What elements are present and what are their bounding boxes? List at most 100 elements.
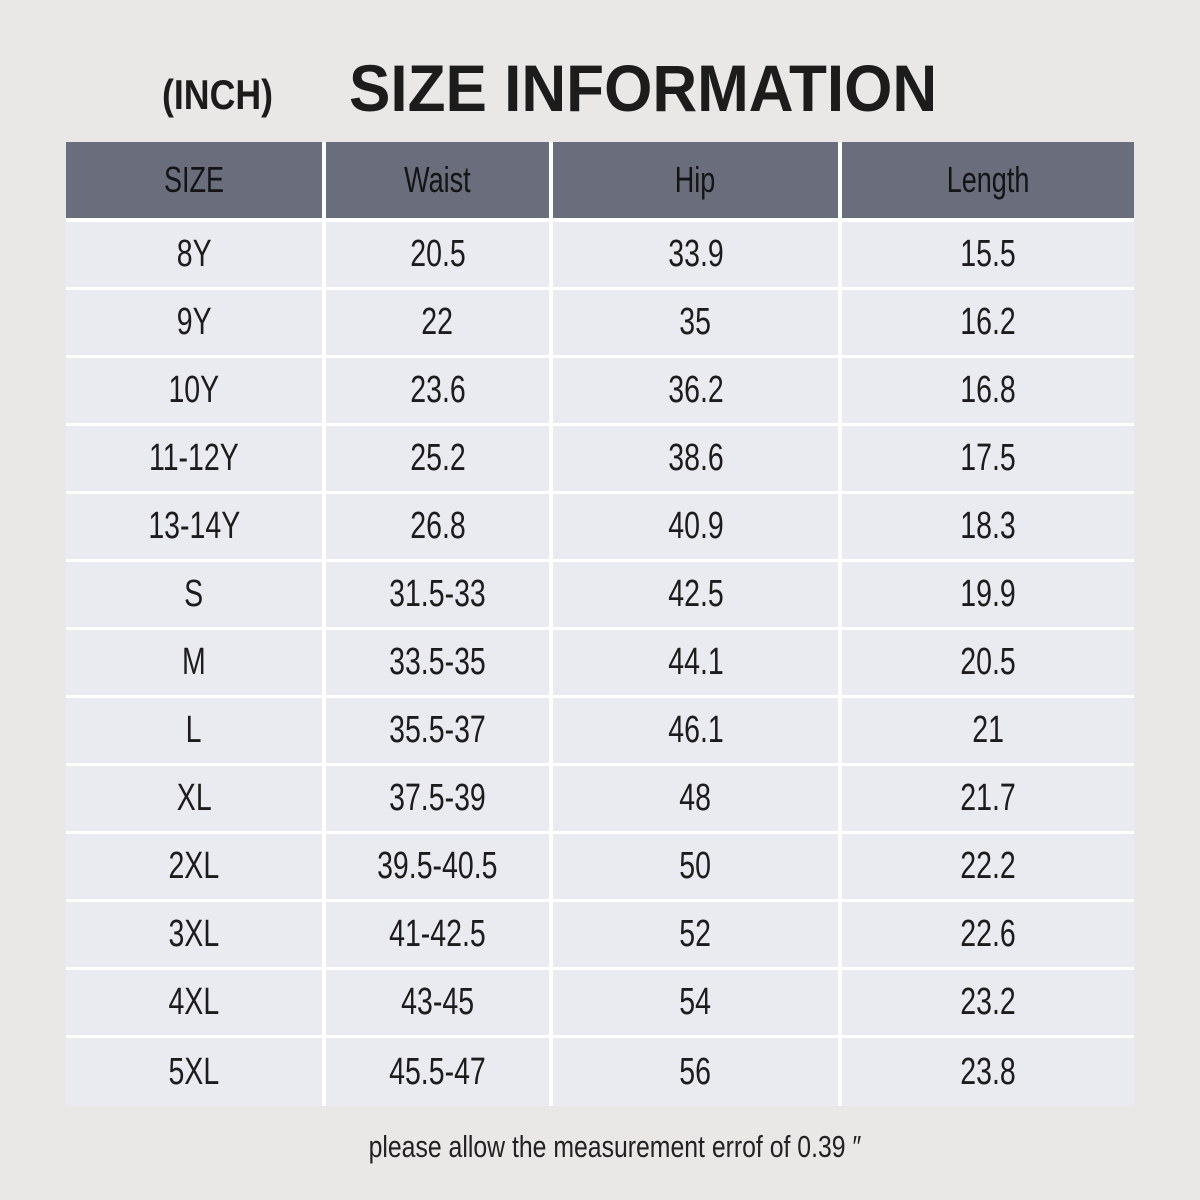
cell-waist: 20.5 (326, 222, 553, 290)
cell-size-text: 5XL (168, 1050, 220, 1093)
unit-label-text: (INCH) (162, 71, 274, 118)
cell-waist: 33.5-35 (326, 630, 553, 698)
cell-size-text: L (186, 709, 202, 751)
cell-hip-text: 36.2 (667, 369, 724, 411)
cell-waist-text: 35.5-37 (389, 709, 486, 751)
cell-size: 11-12Y (66, 426, 326, 494)
cell-waist: 35.5-37 (326, 698, 553, 766)
page-title: SIZE INFORMATION (349, 55, 937, 121)
cell-hip-text: 38.6 (667, 437, 724, 479)
footer-note: please allow the measurement errof of 0.… (15, 1128, 1200, 1165)
cell-waist: 25.2 (326, 426, 553, 494)
cell-hip: 52 (553, 902, 842, 970)
cell-size: 10Y (66, 358, 326, 426)
cell-waist-text: 23.6 (409, 369, 466, 411)
cell-hip-text: 35 (679, 301, 712, 343)
table-row: 10Y 23.6 36.2 16.8 (66, 358, 1134, 426)
cell-hip-text: 42.5 (667, 573, 724, 615)
cell-length-text: 23.8 (960, 1050, 1016, 1093)
cell-size: 8Y (66, 222, 326, 290)
cell-hip-text: 48 (679, 777, 712, 819)
unit-label: (INCH) (162, 71, 274, 118)
footer-note-text: please allow the measurement errof of 0.… (368, 1129, 862, 1164)
cell-size-text: 9Y (176, 301, 212, 343)
cell-length: 16.8 (842, 358, 1134, 426)
cell-hip-text: 54 (679, 981, 712, 1023)
cell-size-text: 2XL (168, 845, 220, 887)
cell-length-text: 18.3 (960, 505, 1016, 547)
page-title-text: SIZE INFORMATION (349, 51, 938, 125)
cell-hip-text: 44.1 (667, 641, 724, 683)
cell-length-text: 16.2 (960, 301, 1016, 343)
cell-hip: 42.5 (553, 562, 842, 630)
cell-waist: 39.5-40.5 (326, 834, 553, 902)
cell-waist-text: 39.5-40.5 (377, 845, 498, 887)
cell-waist: 41-42.5 (326, 902, 553, 970)
cell-length-text: 22.6 (960, 913, 1016, 955)
table-row: 13-14Y 26.8 40.9 18.3 (66, 494, 1134, 562)
size-table: SIZE Waist Hip Length 8Y 20.5 33.9 15.5 9Y 22 35 1… (66, 142, 1134, 1106)
cell-length: 18.3 (842, 494, 1134, 562)
table-row: 3XL 41-42.5 52 22.6 (66, 902, 1134, 970)
cell-size: 3XL (66, 902, 326, 970)
cell-size: 9Y (66, 290, 326, 358)
table-row: M 33.5-35 44.1 20.5 (66, 630, 1134, 698)
column-header-hip-text: Hip (675, 159, 716, 200)
header-row: SIZE Waist Hip Length (66, 142, 1134, 222)
cell-length-text: 19.9 (960, 573, 1016, 615)
cell-waist-text: 20.5 (409, 233, 466, 275)
cell-size: 13-14Y (66, 494, 326, 562)
table-header: SIZE Waist Hip Length (66, 142, 1134, 222)
cell-length-text: 17.5 (960, 437, 1016, 479)
cell-size-text: S (184, 573, 204, 615)
cell-length-text: 16.8 (960, 369, 1016, 411)
cell-hip: 46.1 (553, 698, 842, 766)
cell-hip-text: 52 (679, 913, 712, 955)
cell-size: 5XL (66, 1038, 326, 1106)
cell-length: 15.5 (842, 222, 1134, 290)
table-row: 11-12Y 25.2 38.6 17.5 (66, 426, 1134, 494)
cell-waist: 31.5-33 (326, 562, 553, 630)
cell-hip-text: 50 (679, 845, 712, 887)
cell-hip-text: 40.9 (667, 505, 724, 547)
cell-hip: 36.2 (553, 358, 842, 426)
column-header-waist-text: Waist (404, 159, 471, 200)
table-row: 2XL 39.5-40.5 50 22.2 (66, 834, 1134, 902)
cell-size-text: 13-14Y (148, 505, 240, 547)
cell-size: L (66, 698, 326, 766)
cell-hip: 56 (553, 1038, 842, 1106)
column-header-size: SIZE (66, 142, 326, 222)
table-row: XL 37.5-39 48 21.7 (66, 766, 1134, 834)
cell-length-text: 20.5 (960, 641, 1016, 683)
cell-length-text: 23.2 (960, 981, 1016, 1023)
column-header-waist: Waist (326, 142, 553, 222)
cell-waist: 43-45 (326, 970, 553, 1038)
table-row: 9Y 22 35 16.2 (66, 290, 1134, 358)
cell-length: 20.5 (842, 630, 1134, 698)
cell-waist-text: 41-42.5 (389, 913, 486, 955)
cell-length: 19.9 (842, 562, 1134, 630)
cell-length-text: 21 (972, 709, 1004, 751)
cell-hip: 33.9 (553, 222, 842, 290)
cell-waist-text: 45.5-47 (389, 1050, 486, 1093)
cell-size-text: M (182, 641, 206, 683)
cell-waist-text: 26.8 (409, 505, 466, 547)
cell-hip: 48 (553, 766, 842, 834)
cell-length: 23.2 (842, 970, 1134, 1038)
table-body: 8Y 20.5 33.9 15.5 9Y 22 35 16.2 10Y 23.6 36.2 16.8 1… (66, 222, 1134, 1106)
cell-hip-text: 56 (679, 1050, 712, 1093)
cell-waist: 45.5-47 (326, 1038, 553, 1106)
cell-hip: 40.9 (553, 494, 842, 562)
cell-waist-text: 43-45 (401, 981, 474, 1023)
column-header-length: Length (842, 142, 1134, 222)
cell-size-text: 4XL (168, 981, 220, 1023)
column-header-size-text: SIZE (163, 159, 224, 200)
cell-size-text: 8Y (176, 233, 212, 275)
cell-size-text: XL (176, 777, 212, 819)
cell-size: 2XL (66, 834, 326, 902)
cell-waist-text: 25.2 (409, 437, 466, 479)
cell-length-text: 21.7 (960, 777, 1016, 819)
cell-waist: 23.6 (326, 358, 553, 426)
table-row: L 35.5-37 46.1 21 (66, 698, 1134, 766)
cell-waist: 26.8 (326, 494, 553, 562)
